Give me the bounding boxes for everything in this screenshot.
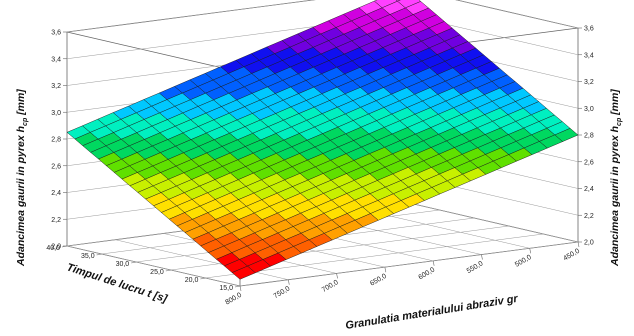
y-tick-label: 750,0 xyxy=(273,285,292,300)
y-tick-label: 650,0 xyxy=(369,273,388,288)
y-axis-label: Granulatia materialului abraziv gr xyxy=(345,293,520,332)
y-tick-mark xyxy=(578,242,579,247)
z-tick-label-left: 3,6 xyxy=(51,30,61,37)
z-tick-label-left: 2,2 xyxy=(51,217,61,224)
x-tick-label: 30,0 xyxy=(116,261,130,268)
x-tick-label: 40,0 xyxy=(46,245,60,252)
y-tick-mark xyxy=(385,267,386,272)
x-tick-mark xyxy=(97,254,102,255)
y-tick-mark xyxy=(240,286,241,291)
z-tick-label-right: 3,0 xyxy=(584,106,594,113)
y-tick-mark xyxy=(481,255,482,260)
x-tick-mark xyxy=(200,278,205,279)
z-tick-label-right: 2,4 xyxy=(584,186,594,193)
z-axis-label-left: Adancimea gaurii in pyrex hcp [mm] xyxy=(15,89,29,267)
z-tick-label-right: 2,0 xyxy=(584,240,594,247)
y-tick-mark xyxy=(433,261,434,266)
x-tick-label: 20,0 xyxy=(185,277,199,284)
z-tick-label-right: 2,2 xyxy=(584,213,594,220)
z-tick-label-right: 3,2 xyxy=(584,79,594,86)
z-tick-label-left: 3,4 xyxy=(51,56,61,63)
y-tick-mark xyxy=(288,280,289,285)
z-tick-label-left: 2,8 xyxy=(51,137,61,144)
x-tick-label: 15,0 xyxy=(219,285,233,292)
frame-top-edge xyxy=(67,32,240,72)
z-tick-label-right: 3,4 xyxy=(584,52,594,59)
y-tick-label: 550,0 xyxy=(466,260,485,275)
z-tick-label-left: 2,4 xyxy=(51,190,61,197)
y-tick-label: 700,0 xyxy=(321,279,340,294)
z-tick-label-right: 2,6 xyxy=(584,159,594,166)
y-tick-mark xyxy=(337,273,338,278)
z-axis-label-right: Adancimea gaurii in pyrex hcp [mm] xyxy=(609,89,623,267)
x-tick-label: 35,0 xyxy=(81,253,95,260)
y-tick-mark xyxy=(530,248,531,253)
z-tick-label-left: 2,6 xyxy=(51,163,61,170)
y-tick-label: 450,0 xyxy=(562,248,581,263)
z-tick-label-right: 3,6 xyxy=(584,26,594,33)
surface-plot xyxy=(67,0,578,279)
y-tick-label: 600,0 xyxy=(417,266,436,281)
y-tick-label: 800,0 xyxy=(224,292,243,307)
z-tick-label-left: 3,2 xyxy=(51,83,61,90)
y-tick-label: 500,0 xyxy=(514,254,533,269)
z-tick-label-left: 3,0 xyxy=(51,110,61,117)
x-tick-label: 25,0 xyxy=(150,269,164,276)
z-tick-label-right: 2,8 xyxy=(584,133,594,140)
x-tick-mark xyxy=(235,286,240,287)
x-tick-mark xyxy=(166,270,171,271)
x-tick-mark xyxy=(131,262,136,263)
